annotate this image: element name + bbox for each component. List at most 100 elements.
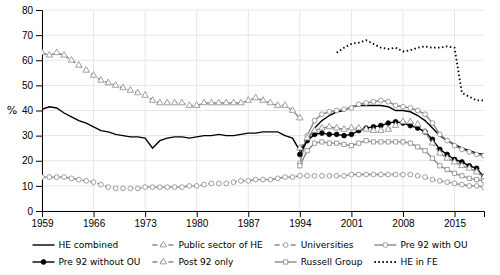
series-marker	[482, 185, 484, 190]
legend-label: Universities	[301, 240, 354, 250]
series-marker	[113, 186, 118, 191]
x-tick-label: 1987	[238, 218, 261, 229]
series-marker	[319, 124, 325, 130]
series-marker	[342, 107, 347, 112]
series-marker	[401, 140, 405, 144]
series-marker	[349, 144, 353, 148]
y-tick-mark	[36, 35, 42, 36]
series-marker	[430, 177, 435, 182]
series-marker	[312, 118, 317, 123]
y-tick-mark	[36, 186, 42, 187]
y-tick-label: 30	[22, 130, 34, 141]
series-line	[42, 53, 300, 118]
series-marker	[459, 162, 465, 168]
legend-item: Russell Group	[275, 257, 363, 267]
series-marker	[348, 124, 354, 130]
series-marker	[69, 176, 74, 181]
series-marker	[386, 172, 391, 177]
y-tick-label: 20	[22, 155, 34, 166]
series-line	[300, 141, 484, 181]
x-tick-mark	[197, 211, 198, 217]
series-marker	[201, 99, 207, 105]
series-marker	[326, 123, 332, 129]
series-marker	[98, 77, 104, 83]
series-marker	[334, 173, 339, 178]
x-tick-label: 1994	[289, 218, 312, 229]
series-marker	[275, 102, 281, 108]
series-marker	[370, 127, 376, 133]
series-marker	[105, 79, 111, 85]
series-marker	[364, 172, 369, 177]
y-tick: 50	[22, 80, 42, 91]
series-marker	[386, 99, 391, 104]
legend-item: Universities	[275, 240, 354, 250]
legend-item: Pre 92 with OU	[374, 240, 467, 250]
y-axis-label: %	[7, 104, 17, 117]
series-marker	[364, 101, 369, 106]
series-marker	[445, 138, 450, 143]
y-tick-label: 40	[22, 105, 34, 116]
x-tick-mark	[455, 211, 456, 217]
series-marker	[342, 142, 346, 146]
series-marker	[423, 175, 428, 180]
series-marker	[42, 49, 45, 55]
legend-label: Post 92 only	[178, 257, 234, 267]
series-marker	[393, 140, 397, 144]
legend-marker	[160, 241, 166, 247]
grid-line-y	[42, 160, 484, 161]
series-marker	[297, 152, 302, 157]
series-marker	[327, 173, 332, 178]
series-marker	[239, 178, 244, 183]
series-marker	[54, 175, 59, 180]
legend-label: Public sector of HE	[178, 240, 263, 250]
series-marker	[408, 106, 413, 111]
series-marker	[76, 177, 81, 182]
series-marker	[216, 181, 221, 186]
series-marker	[267, 99, 273, 105]
y-axis-line	[36, 11, 43, 212]
series-marker	[393, 103, 398, 108]
series-line	[300, 122, 484, 177]
series-marker	[120, 84, 126, 90]
series-marker	[414, 121, 420, 127]
series-marker	[62, 175, 67, 180]
series-marker	[297, 173, 302, 178]
series-marker	[400, 118, 406, 124]
legend-label: Russell Group	[301, 257, 363, 267]
series-marker	[61, 52, 67, 58]
x-tick-label: 2001	[341, 218, 364, 229]
series-marker	[231, 180, 236, 185]
series-marker	[408, 141, 412, 145]
x-tick-label: 1980	[186, 218, 209, 229]
series-marker	[149, 97, 155, 103]
legend-item: Public sector of HE	[152, 240, 263, 250]
y-tick: 10	[22, 181, 42, 192]
series-marker	[165, 185, 170, 190]
x-tick: 2001	[341, 211, 364, 229]
series-marker	[164, 99, 170, 105]
y-tick-mark	[36, 111, 42, 112]
y-tick: 20	[22, 155, 42, 166]
legend-line	[374, 261, 396, 263]
x-tick-label: 1959	[31, 218, 54, 229]
series-marker	[42, 175, 44, 180]
legend-label: HE in FE	[400, 257, 438, 267]
series-marker	[106, 185, 111, 190]
series-marker	[179, 99, 185, 105]
series-marker	[460, 174, 464, 178]
grid	[42, 10, 484, 211]
series-marker	[482, 179, 484, 183]
y-tick-label: 50	[22, 80, 34, 91]
series-marker	[327, 132, 332, 137]
series-marker	[445, 180, 450, 185]
series-marker	[238, 99, 244, 105]
series-marker	[143, 185, 148, 190]
series-marker	[445, 167, 449, 171]
series-marker	[378, 98, 383, 103]
legend-marker	[284, 260, 288, 264]
series-marker	[423, 149, 427, 153]
series-marker	[371, 172, 376, 177]
series-marker	[282, 102, 288, 108]
grid-line-y	[42, 10, 484, 11]
series-marker	[415, 108, 420, 113]
